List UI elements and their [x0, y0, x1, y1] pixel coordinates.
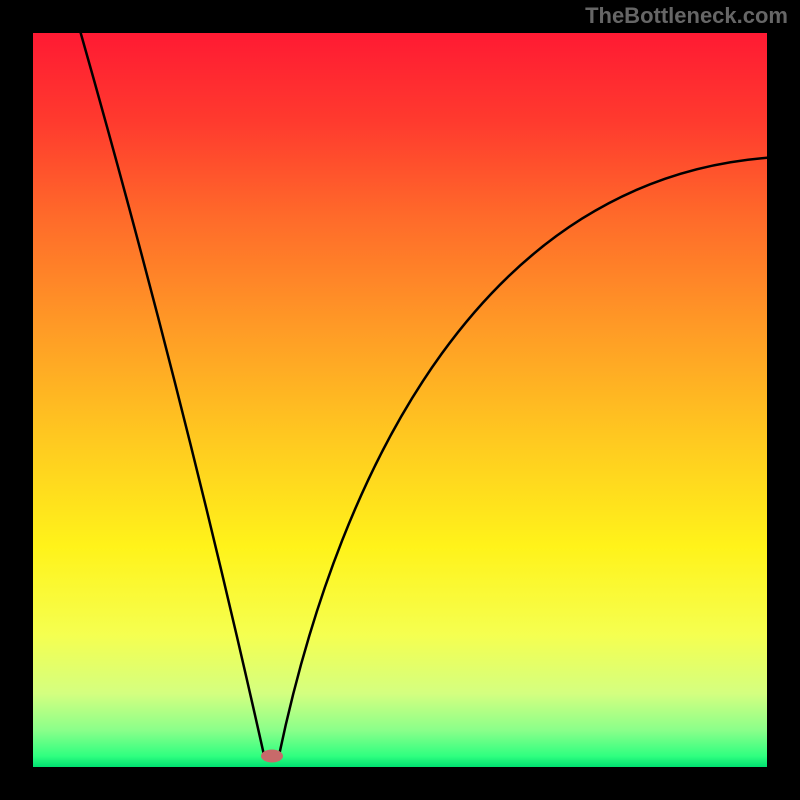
- watermark-text: TheBottleneck.com: [585, 3, 788, 29]
- curve-layer: [33, 33, 767, 767]
- chart-container: TheBottleneck.com: [0, 0, 800, 800]
- plot-area: [33, 33, 767, 767]
- minimum-marker: [261, 749, 283, 762]
